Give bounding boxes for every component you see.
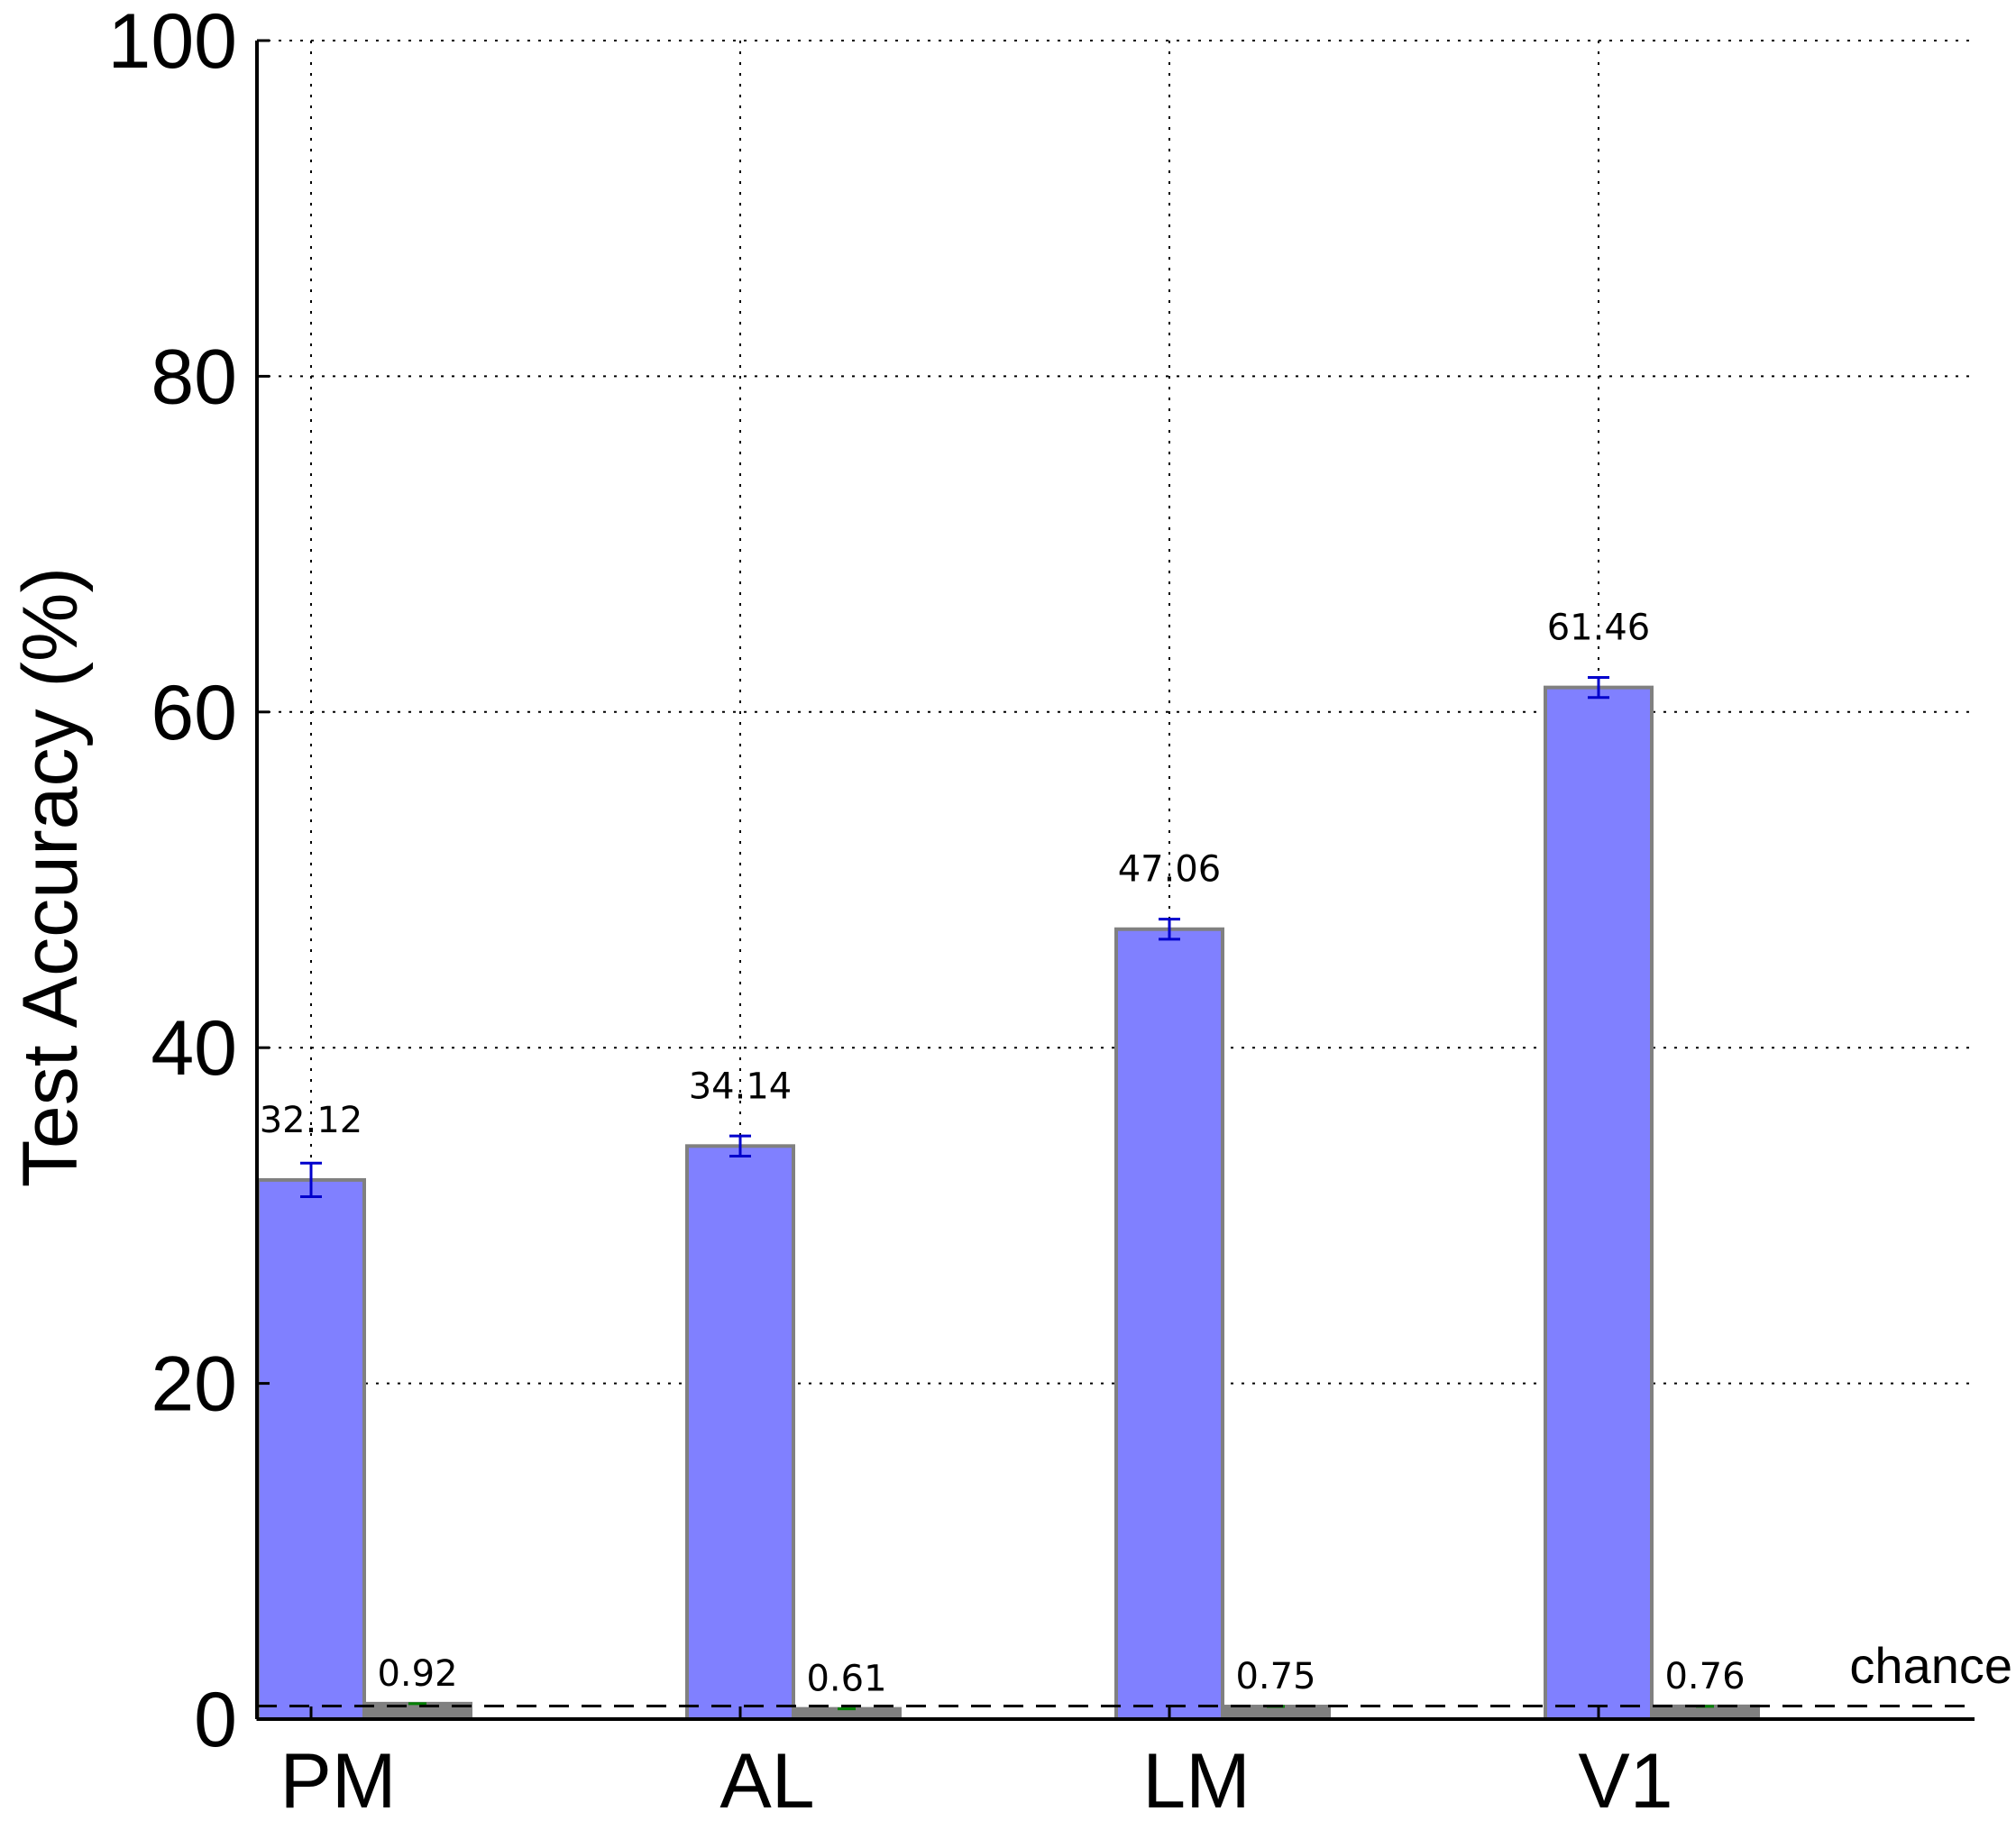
data-label: 61.46 <box>1547 608 1651 649</box>
error-bars <box>300 675 1714 1711</box>
data-labels: 32.12 0.92 34.14 0.61 47.06 0.75 61.46 0.76 <box>260 608 1746 1700</box>
x-tick-label: LM <box>1142 1738 1250 1825</box>
y-tick-label: 60 <box>151 670 237 756</box>
x-ticks: PM AL LM V1 <box>280 1706 1673 1825</box>
bars <box>256 685 1760 1722</box>
bar-series1 <box>1544 685 1654 1722</box>
data-label: 34.14 <box>689 1066 793 1107</box>
data-label: 0.92 <box>377 1653 457 1695</box>
x-tick-label: AL <box>719 1738 814 1825</box>
data-label: 32.12 <box>260 1100 363 1141</box>
bar-series1 <box>1114 927 1224 1721</box>
data-label: 0.61 <box>806 1659 886 1700</box>
bar-series2 <box>1650 1704 1760 1721</box>
y-tick-label: 20 <box>151 1341 237 1428</box>
y-tick-label: 80 <box>151 334 237 420</box>
x-tick-label: V1 <box>1578 1738 1672 1825</box>
data-label: 0.76 <box>1664 1656 1745 1697</box>
data-label: 0.75 <box>1235 1656 1315 1697</box>
chance-label: chance <box>1849 1637 2012 1694</box>
bar-series1 <box>685 1144 795 1722</box>
y-axis-label: Test Accuracy (%) <box>7 567 94 1187</box>
y-tick-label: 40 <box>151 1005 237 1092</box>
y-tick-label: 100 <box>108 0 238 85</box>
axes <box>255 41 1975 1721</box>
data-label: 47.06 <box>1118 849 1222 891</box>
bar-series1 <box>256 1177 366 1722</box>
x-tick-label: PM <box>280 1738 397 1825</box>
y-ticks: 0 20 40 60 80 100 <box>108 0 270 1763</box>
chance-line-group: chance <box>257 1637 2012 1707</box>
y-tick-label: 0 <box>194 1677 237 1763</box>
bar-series2 <box>1221 1705 1331 1722</box>
